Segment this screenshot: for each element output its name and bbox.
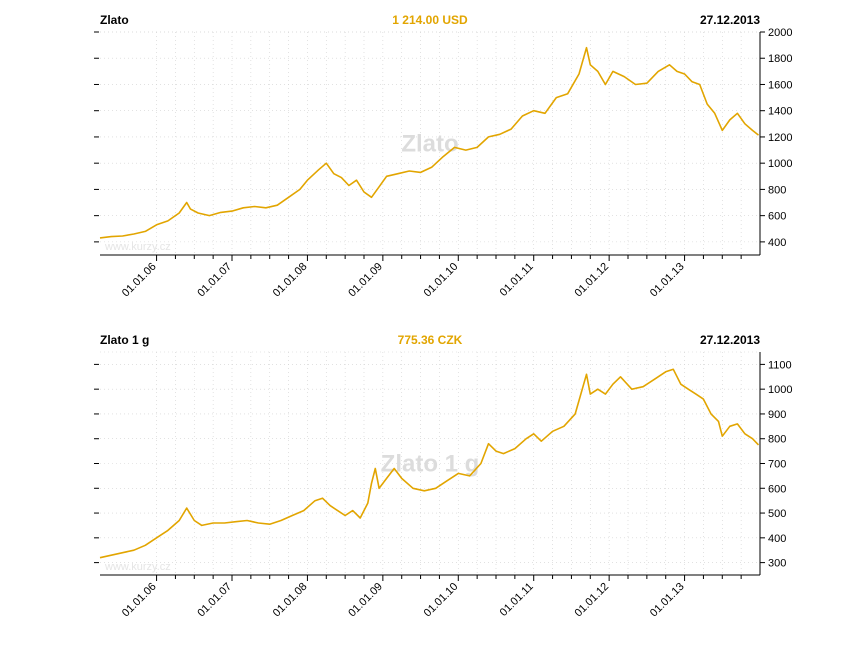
watermark-url: www.kurzy.cz (104, 561, 171, 573)
y-tick-label: 1200 (768, 132, 792, 144)
x-tick-label: 01.01.08 (271, 581, 310, 620)
x-tick-label: 01.01.06 (120, 581, 159, 620)
y-tick-label: 600 (768, 483, 786, 495)
y-tick-label: 1400 (768, 106, 792, 118)
y-tick-label: 700 (768, 459, 786, 471)
x-tick-label: 01.01.11 (498, 261, 536, 299)
x-tick-label: 01.01.12 (572, 581, 611, 620)
chart-czk: Zlato 1 g 775.36 CZK 27.12.2013 300 400 500 60… (94, 333, 792, 619)
chart-title-left: Zlato (100, 13, 129, 27)
y-tick-label: 1100 (768, 359, 792, 371)
y-tick-label: 500 (768, 508, 786, 520)
x-tick-label: 01.01.06 (120, 261, 159, 300)
x-tick-label: 01.01.08 (271, 261, 310, 300)
x-tick-label: 01.01.10 (422, 581, 461, 620)
x-tick-label: 01.01.10 (422, 261, 461, 300)
y-tick-label: 1800 (768, 53, 792, 65)
y-tick-label: 600 (768, 211, 786, 223)
x-tick-label: 01.01.13 (648, 261, 687, 300)
x-tick-label: 01.01.09 (346, 581, 385, 620)
chart-title-mid: 1 214.00 USD (392, 13, 468, 27)
y-tick-label: 900 (768, 409, 786, 421)
x-tick-label: 01.01.11 (498, 581, 536, 619)
charts-svg: Zlato 1 214.00 USD 27.12.2013 400 600 800 1000… (0, 0, 860, 664)
chart-title-left: Zlato 1 g (100, 333, 149, 347)
y-tick-label: 800 (768, 434, 786, 446)
y-tick-label: 2000 (768, 27, 792, 39)
watermark-url: www.kurzy.cz (104, 241, 171, 253)
watermark: Zlato (401, 131, 458, 158)
y-tick-label: 1000 (768, 384, 792, 396)
chart-usd: Zlato 1 214.00 USD 27.12.2013 400 600 800 1000… (94, 13, 792, 299)
x-tick-label: 01.01.13 (648, 581, 687, 620)
x-tick-label: 01.01.09 (346, 261, 385, 300)
y-tick-label: 300 (768, 558, 786, 570)
y-tick-label: 1000 (768, 158, 792, 170)
x-tick-label: 01.01.07 (195, 261, 234, 300)
watermark: Zlato 1 g (381, 451, 480, 478)
y-tick-label: 400 (768, 533, 786, 545)
y-tick-label: 800 (768, 184, 786, 196)
x-tick-label: 01.01.07 (195, 581, 234, 620)
chart-date: 27.12.2013 (700, 13, 760, 27)
x-tick-label: 01.01.12 (572, 261, 611, 300)
y-tick-label: 400 (768, 237, 786, 249)
chart-date: 27.12.2013 (700, 333, 760, 347)
chart-title-mid: 775.36 CZK (398, 333, 463, 347)
y-tick-label: 1600 (768, 79, 792, 91)
